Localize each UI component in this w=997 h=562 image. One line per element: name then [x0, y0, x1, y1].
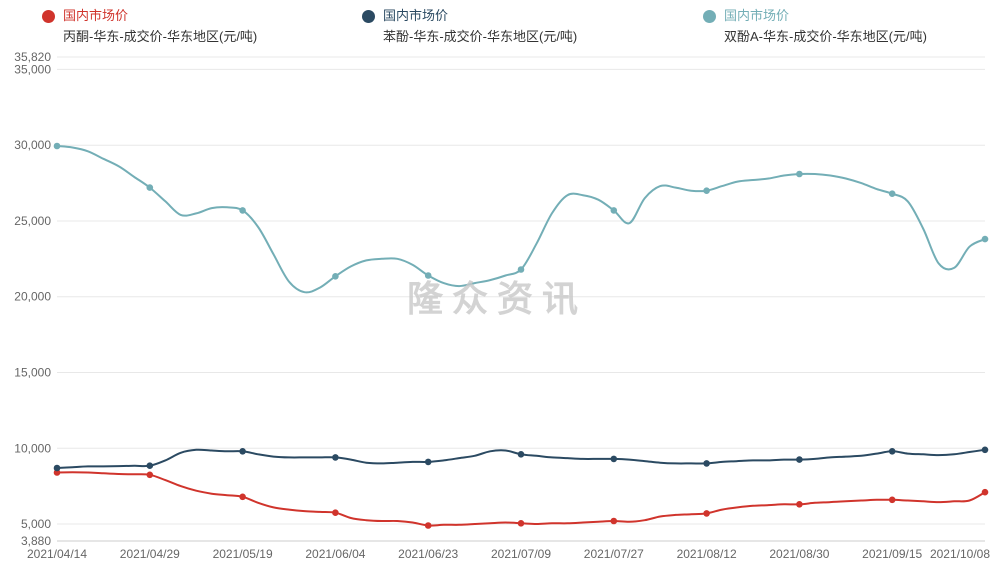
series-marker[interactable] — [981, 235, 989, 243]
legend-group-label: 国内市场价 — [63, 8, 129, 23]
series-marker[interactable] — [981, 488, 989, 496]
legend-item-acetone[interactable]: 国内市场价 丙酮-华东-成交价-华东地区(元/吨) — [42, 8, 257, 45]
series-marker[interactable] — [239, 207, 246, 214]
series-marker[interactable] — [796, 456, 803, 463]
series-marker[interactable] — [517, 520, 525, 527]
series-marker[interactable] — [610, 455, 618, 463]
series-marker[interactable] — [146, 471, 154, 479]
series-marker[interactable] — [332, 509, 339, 516]
x-axis-label: 2021/05/19 — [213, 547, 273, 561]
legend-item-phenol[interactable]: 国内市场价 苯酚-华东-成交价-华东地区(元/吨) — [362, 8, 577, 45]
series-marker[interactable] — [610, 207, 618, 214]
series-marker[interactable] — [53, 142, 61, 150]
series-marker[interactable] — [146, 462, 154, 470]
series-marker[interactable] — [424, 272, 432, 279]
y-axis-label: 15,000 — [14, 366, 51, 380]
legend-series-label: 丙酮-华东-成交价-华东地区(元/吨) — [63, 29, 258, 44]
x-axis-label: 2021/10/08 — [930, 547, 990, 561]
series-marker[interactable] — [332, 454, 339, 461]
series-marker[interactable] — [796, 170, 803, 178]
series-line — [56, 471, 986, 527]
y-axis-label: 25,000 — [14, 214, 51, 228]
legend-group-label: 国内市场价 — [724, 8, 790, 23]
x-axis-label: 2021/04/14 — [27, 547, 87, 561]
x-axis-label: 2021/09/15 — [862, 547, 922, 561]
series-dot-icon — [362, 10, 375, 23]
series-marker[interactable] — [517, 451, 525, 458]
series-marker[interactable] — [53, 464, 61, 472]
legend-item-bisphenol-a[interactable]: 国内市场价 双酚A-华东-成交价-华东地区(元/吨) — [703, 8, 927, 45]
y-axis-label: 20,000 — [14, 290, 51, 304]
series-marker[interactable] — [424, 522, 432, 529]
y-axis-label: 5,000 — [21, 517, 51, 531]
legend-text: 国内市场价 双酚A-华东-成交价-华东地区(元/吨) — [724, 8, 927, 45]
series-marker[interactable] — [146, 184, 154, 191]
series-marker[interactable] — [332, 273, 339, 280]
series-marker[interactable] — [239, 448, 246, 455]
y-axis-label: 3,880 — [21, 534, 51, 548]
series-marker[interactable] — [888, 190, 896, 197]
legend-series-label: 苯酚-华东-成交价-华东地区(元/吨) — [383, 29, 578, 44]
series-dot-icon — [42, 10, 55, 23]
x-axis-label: 2021/06/23 — [398, 547, 458, 561]
x-axis-label: 2021/08/30 — [769, 547, 829, 561]
series-dot-icon — [703, 10, 716, 23]
y-axis-label: 35,820 — [14, 50, 51, 64]
series-marker[interactable] — [888, 448, 896, 455]
series-marker[interactable] — [703, 187, 710, 194]
series-marker[interactable] — [703, 460, 710, 467]
legend-text: 国内市场价 苯酚-华东-成交价-华东地区(元/吨) — [383, 8, 577, 45]
y-axis-label: 10,000 — [14, 441, 51, 455]
y-axis-label: 30,000 — [14, 138, 51, 152]
legend-group-label: 国内市场价 — [383, 8, 449, 23]
x-axis-label: 2021/04/29 — [120, 547, 180, 561]
x-axis-label: 2021/08/12 — [677, 547, 737, 561]
legend-text: 国内市场价 丙酮-华东-成交价-华东地区(元/吨) — [63, 8, 257, 45]
series-marker[interactable] — [424, 458, 432, 466]
legend: 国内市场价 丙酮-华东-成交价-华东地区(元/吨) 国内市场价 苯酚-华东-成交… — [0, 8, 997, 56]
legend-series-label: 双酚A-华东-成交价-华东地区(元/吨) — [724, 29, 927, 44]
x-axis-label: 2021/07/27 — [584, 547, 644, 561]
series-marker[interactable] — [981, 446, 989, 454]
x-axis-label: 2021/06/04 — [305, 547, 365, 561]
y-axis-label: 35,000 — [14, 62, 51, 76]
series-marker[interactable] — [610, 517, 618, 525]
series-marker[interactable] — [888, 496, 896, 504]
x-axis-label: 2021/07/09 — [491, 547, 551, 561]
series-marker[interactable] — [239, 493, 246, 501]
series-marker[interactable] — [796, 501, 803, 508]
series-marker[interactable] — [517, 266, 525, 273]
series-marker[interactable] — [703, 510, 710, 517]
